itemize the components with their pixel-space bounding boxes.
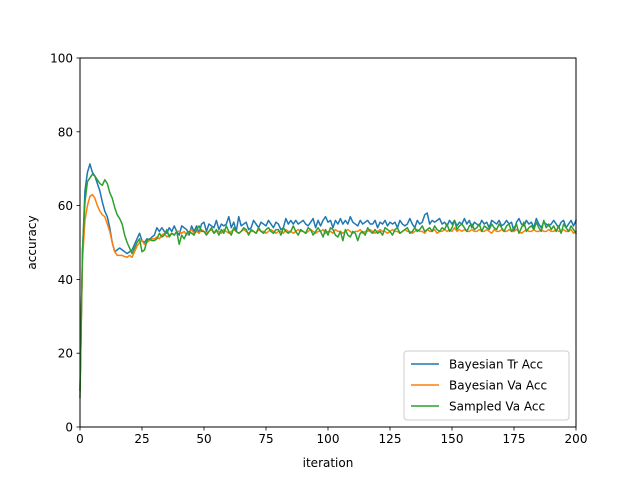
x-axis-label: iteration [303,456,354,470]
series-line-2 [79,173,578,399]
y-tick-label-1: 20 [58,347,73,361]
y-tick-label-4: 80 [58,125,73,139]
legend-box [403,350,570,421]
x-tick-label-3: 75 [258,432,273,446]
series-line-0 [79,163,577,391]
y-tick-label-3: 60 [58,199,73,213]
x-tick-label-7: 175 [503,432,526,446]
y-tick-label-5: 100 [50,52,73,66]
y-tick-label-0: 0 [65,421,73,435]
legend-label-2: Sampled Va Acc [449,400,545,414]
y-tick-label-2: 40 [58,273,73,287]
series-line-1 [79,193,578,391]
x-tick-label-1: 25 [134,432,149,446]
x-tick-label-8: 200 [565,432,588,446]
x-tick-label-5: 125 [379,432,402,446]
ticks-layer: 0 25 50 75 100 125 150 175 200 0 20 40 60 80 100 [50,52,587,447]
series-layer [79,163,578,399]
x-tick-label-2: 50 [196,432,211,446]
x-tick-label-0: 0 [76,432,84,446]
x-tick-label-4: 100 [317,432,340,446]
legend: Bayesian Tr Acc Bayesian Va Acc Sampled Va… [403,350,570,421]
legend-label-1: Bayesian Va Acc [449,379,547,393]
legend-label-0: Bayesian Tr Acc [449,358,543,372]
y-axis-label: accuracy [25,215,39,269]
x-tick-label-6: 150 [441,432,464,446]
